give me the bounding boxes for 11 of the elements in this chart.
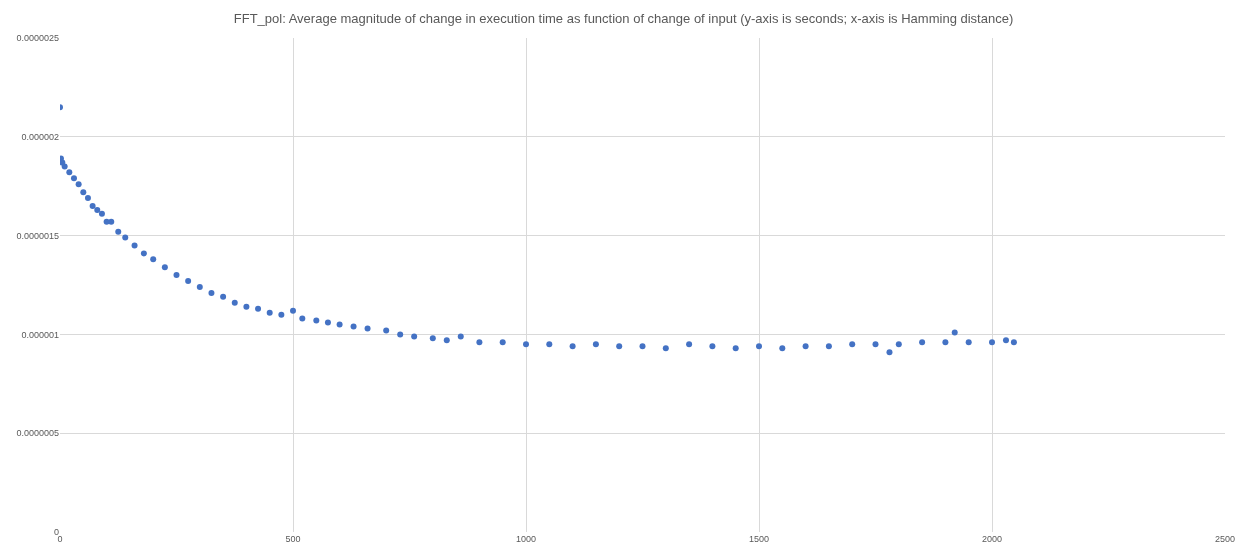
y-tick-label: 0.0000005 (16, 428, 59, 439)
x-tick-label: 500 (285, 534, 301, 544)
chart-title: FFT_pol: Average magnitude of change in execution time as function of change of input (y-axis is seconds; x-axis is Hamming distance) (233, 11, 1014, 26)
y-tick-label: 0.000002 (21, 131, 59, 142)
x-tick-label: 1500 (748, 534, 770, 544)
x-tick-label: 2500 (1214, 534, 1236, 544)
y-tick-label: 0.0000015 (16, 230, 59, 241)
x-tick-label: 1000 (515, 534, 537, 544)
y-tick-label: 0.000001 (21, 329, 59, 340)
x-tick-label: 2000 (981, 534, 1003, 544)
y-tick-label: 0.0000025 (16, 33, 59, 44)
